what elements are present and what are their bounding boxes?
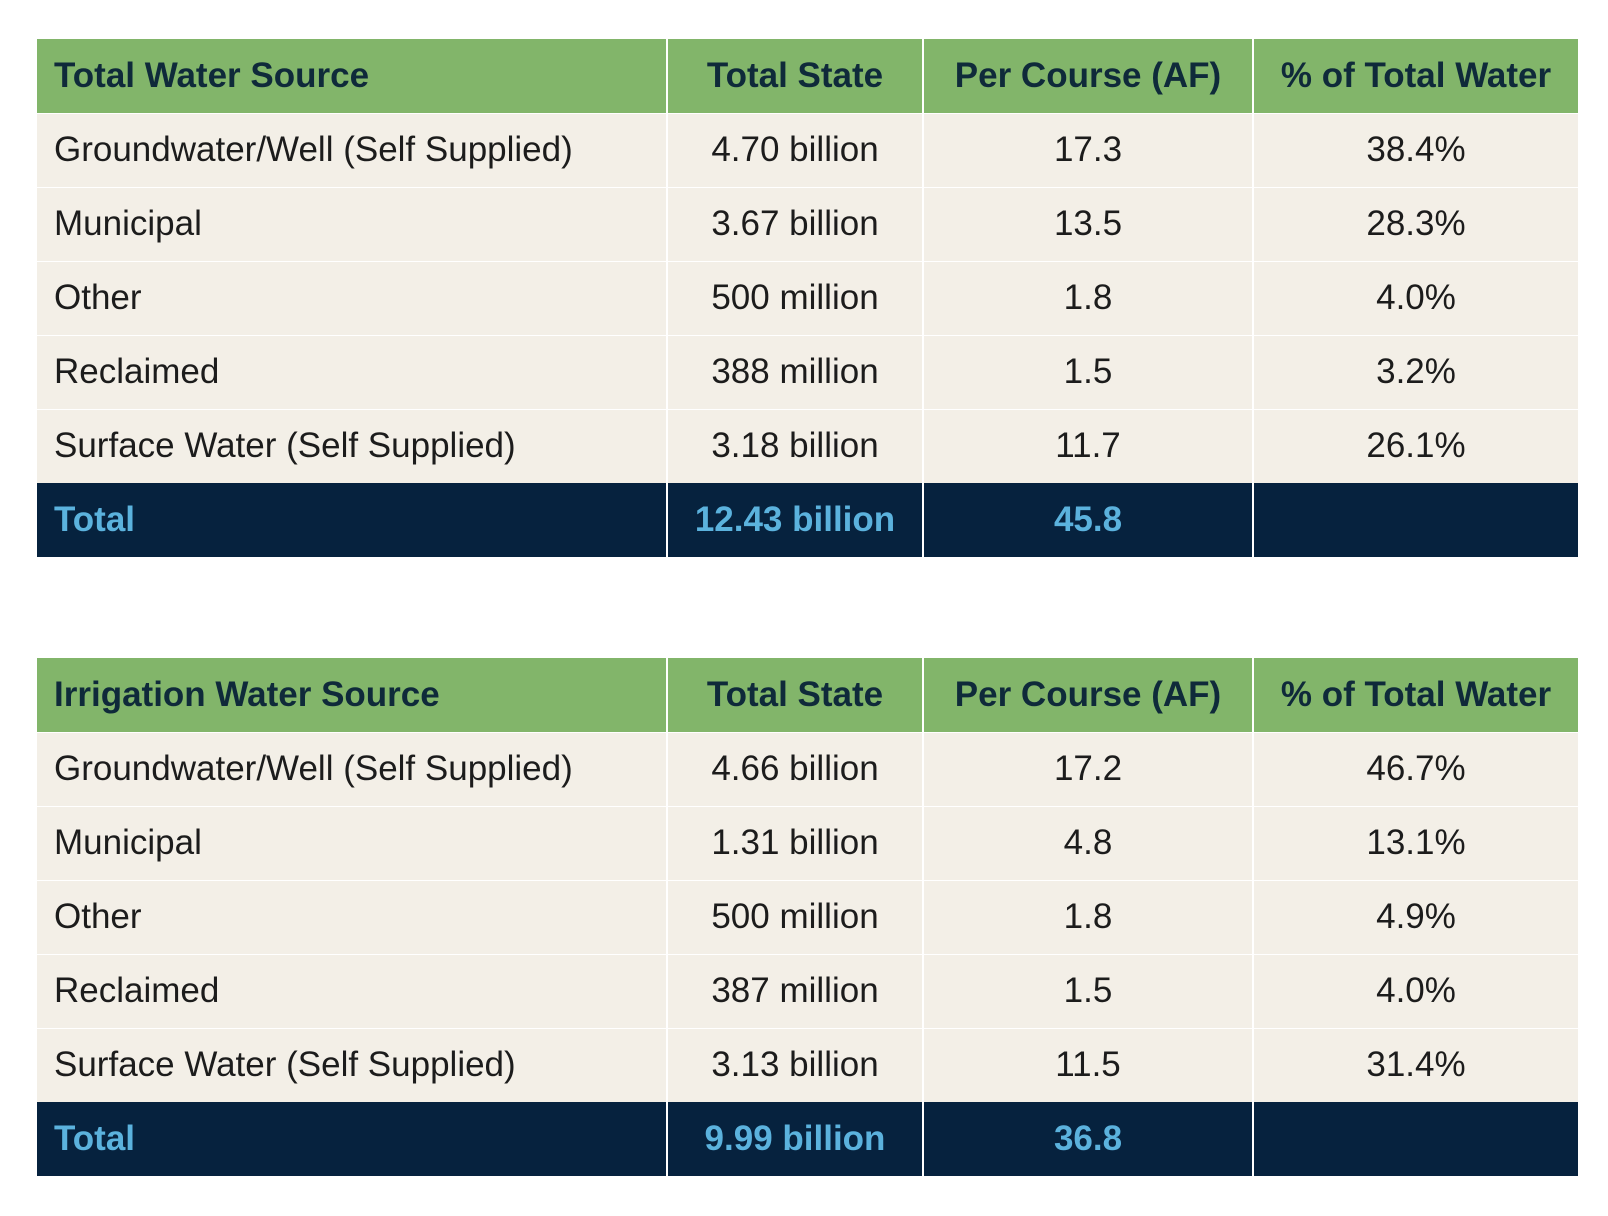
cell-total-state: 388 million xyxy=(666,334,923,409)
table-total-row: Total 9.99 billion 36.8 xyxy=(37,1102,1578,1176)
cell-total-state: 3.67 billion xyxy=(666,186,923,261)
cell-total-state: 1.31 billion xyxy=(666,805,923,880)
cell-percent-total: 4.9% xyxy=(1252,879,1578,954)
cell-percent-total: 13.1% xyxy=(1252,805,1578,880)
table-row: Surface Water (Self Supplied) 3.18 billi… xyxy=(37,408,1578,483)
header-per-course: Per Course (AF) xyxy=(922,658,1253,732)
irrigation-water-source-table: Irrigation Water Source Total State Per … xyxy=(37,658,1578,1176)
table-row: Municipal 3.67 billion 13.5 28.3% xyxy=(37,186,1578,261)
header-percent-total: % of Total Water xyxy=(1252,658,1578,732)
table-row: Municipal 1.31 billion 4.8 13.1% xyxy=(37,805,1578,880)
total-state-sum: 9.99 billion xyxy=(666,1102,923,1176)
header-total-state: Total State xyxy=(666,39,923,113)
table-row: Groundwater/Well (Self Supplied) 4.70 bi… xyxy=(37,112,1578,187)
table-row: Other 500 million 1.8 4.9% xyxy=(37,879,1578,954)
total-percent-empty xyxy=(1252,1102,1578,1176)
table-row: Groundwater/Well (Self Supplied) 4.66 bi… xyxy=(37,731,1578,806)
cell-total-state: 4.70 billion xyxy=(666,112,923,187)
cell-total-state: 3.13 billion xyxy=(666,1027,923,1102)
total-percent-empty xyxy=(1252,483,1578,557)
cell-per-course: 11.5 xyxy=(922,1027,1253,1102)
table-row: Other 500 million 1.8 4.0% xyxy=(37,260,1578,335)
cell-source: Municipal xyxy=(37,805,667,880)
cell-per-course: 1.5 xyxy=(922,334,1253,409)
total-per-course-sum: 36.8 xyxy=(922,1102,1253,1176)
total-water-source-table: Total Water Source Total State Per Cours… xyxy=(37,39,1578,557)
header-percent-total: % of Total Water xyxy=(1252,39,1578,113)
cell-source: Groundwater/Well (Self Supplied) xyxy=(37,731,667,806)
cell-percent-total: 3.2% xyxy=(1252,334,1578,409)
table-row: Reclaimed 388 million 1.5 3.2% xyxy=(37,334,1578,409)
cell-total-state: 3.18 billion xyxy=(666,408,923,483)
cell-percent-total: 4.0% xyxy=(1252,260,1578,335)
cell-source: Reclaimed xyxy=(37,334,667,409)
cell-total-state: 500 million xyxy=(666,879,923,954)
cell-percent-total: 28.3% xyxy=(1252,186,1578,261)
table-header-row: Irrigation Water Source Total State Per … xyxy=(37,658,1578,732)
cell-per-course: 1.8 xyxy=(922,260,1253,335)
cell-per-course: 17.3 xyxy=(922,112,1253,187)
cell-percent-total: 46.7% xyxy=(1252,731,1578,806)
header-per-course: Per Course (AF) xyxy=(922,39,1253,113)
cell-percent-total: 31.4% xyxy=(1252,1027,1578,1102)
cell-per-course: 4.8 xyxy=(922,805,1253,880)
total-per-course-sum: 45.8 xyxy=(922,483,1253,557)
table-row: Surface Water (Self Supplied) 3.13 billi… xyxy=(37,1027,1578,1102)
cell-source: Other xyxy=(37,879,667,954)
header-source: Irrigation Water Source xyxy=(37,658,667,732)
table-total-row: Total 12.43 billion 45.8 xyxy=(37,483,1578,557)
cell-percent-total: 4.0% xyxy=(1252,953,1578,1028)
table-header-row: Total Water Source Total State Per Cours… xyxy=(37,39,1578,113)
header-source: Total Water Source xyxy=(37,39,667,113)
cell-source: Surface Water (Self Supplied) xyxy=(37,1027,667,1102)
cell-percent-total: 26.1% xyxy=(1252,408,1578,483)
cell-per-course: 13.5 xyxy=(922,186,1253,261)
total-label: Total xyxy=(37,1102,667,1176)
header-total-state: Total State xyxy=(666,658,923,732)
total-label: Total xyxy=(37,483,667,557)
cell-per-course: 17.2 xyxy=(922,731,1253,806)
total-state-sum: 12.43 billion xyxy=(666,483,923,557)
cell-per-course: 1.8 xyxy=(922,879,1253,954)
cell-total-state: 4.66 billion xyxy=(666,731,923,806)
cell-total-state: 500 million xyxy=(666,260,923,335)
cell-source: Reclaimed xyxy=(37,953,667,1028)
cell-source: Groundwater/Well (Self Supplied) xyxy=(37,112,667,187)
cell-percent-total: 38.4% xyxy=(1252,112,1578,187)
cell-per-course: 1.5 xyxy=(922,953,1253,1028)
cell-total-state: 387 million xyxy=(666,953,923,1028)
cell-per-course: 11.7 xyxy=(922,408,1253,483)
cell-source: Municipal xyxy=(37,186,667,261)
cell-source: Surface Water (Self Supplied) xyxy=(37,408,667,483)
table-row: Reclaimed 387 million 1.5 4.0% xyxy=(37,953,1578,1028)
cell-source: Other xyxy=(37,260,667,335)
